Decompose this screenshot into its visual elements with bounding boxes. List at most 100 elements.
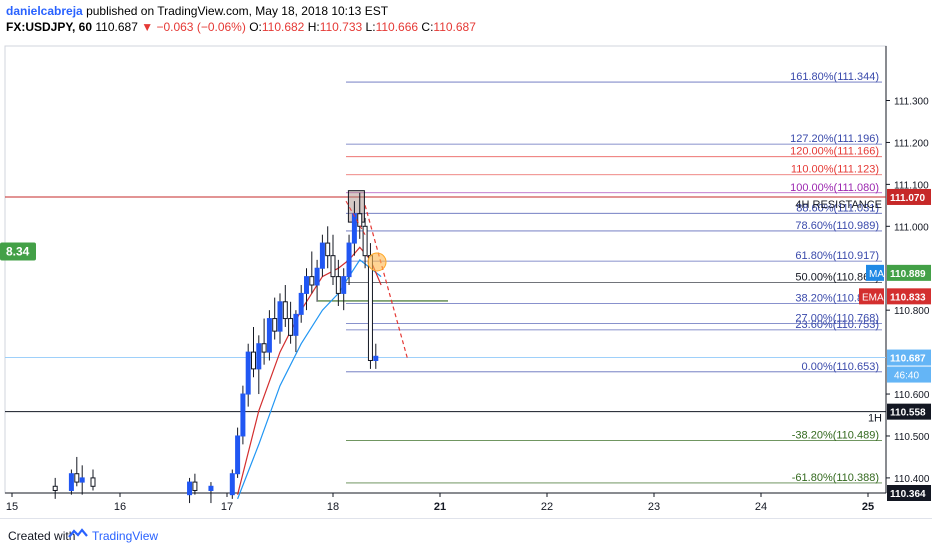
high-label: H:: [307, 20, 320, 34]
fib-level-label: 38.20%(110.816): [795, 292, 879, 304]
candle-body: [373, 355, 379, 361]
candle-body: [367, 255, 373, 361]
price-axis-label: [887, 403, 931, 420]
indicator-tag-text: MA: [869, 269, 884, 280]
left-price-badge: [0, 242, 36, 261]
candle-body: [330, 255, 336, 278]
tradingview-brand[interactable]: TradingView: [92, 529, 159, 543]
x-tick-label: 21: [434, 501, 446, 513]
price-axis-label: [887, 264, 931, 281]
fib-level-label: -61.80%(110.388): [792, 472, 879, 484]
price-axis-label-text: 110.833: [890, 292, 926, 303]
y-tick-label: 111.000: [894, 222, 929, 233]
y-tick-label: 111.300: [894, 97, 929, 108]
candle-body: [272, 318, 278, 332]
candle-body: [192, 481, 198, 491]
candle-body: [79, 477, 85, 483]
horizontal-line-label: 4H RESISTANCE: [795, 199, 882, 211]
fib-level-label: 120.00%(111.166): [790, 146, 879, 158]
candle-body: [325, 242, 331, 257]
candle-body: [235, 435, 241, 475]
fib-level-label: 110.00%(111.123): [791, 164, 879, 176]
y-tick-label: 111.100: [894, 180, 929, 191]
author-link[interactable]: danielcabreja: [6, 4, 83, 18]
candle-body: [335, 276, 341, 294]
low-value: 110.666: [375, 20, 419, 34]
candle-body: [261, 343, 267, 353]
indicator-tag-text: EMA: [862, 292, 884, 303]
candle-body: [74, 473, 80, 483]
candle-body: [251, 351, 256, 370]
candle-body: [282, 301, 288, 320]
price-axis-label: [887, 288, 931, 305]
candle-body: [240, 393, 246, 437]
y-tick-label: 111.200: [894, 138, 929, 149]
x-tick-label: 15: [6, 501, 18, 513]
candle-body: [256, 343, 262, 370]
publish-info: published on TradingView.com, May 18, 20…: [86, 4, 389, 18]
candle-body: [346, 242, 352, 278]
change-value: ▼ −0.063 (−0.06%): [141, 20, 246, 34]
y-tick-label: 110.600: [894, 390, 930, 401]
candle-body: [208, 485, 214, 491]
candle-body: [357, 213, 363, 227]
chart-header: danielcabreja published on TradingView.c…: [0, 0, 932, 46]
candle-body: [314, 267, 320, 286]
low-label: L:: [365, 20, 376, 34]
fib-level-label: 100.00%(111.080): [790, 182, 879, 194]
candle-body: [266, 318, 272, 353]
candle-body: [309, 276, 315, 286]
price-axis-label-text: 111.070: [890, 193, 925, 204]
candle-body: [293, 313, 299, 336]
price-axis-label: [887, 485, 931, 501]
x-tick-label: 24: [755, 501, 767, 513]
fib-level-label: 61.80%(110.917): [795, 250, 879, 262]
price-chart[interactable]: 15 16 17 18 21 22 23 24 25 111.300 111.200 111.100 1…: [0, 0, 932, 518]
fib-level-label: 88.60%(111.031): [796, 202, 879, 214]
countdown-label-text: 46:40: [894, 371, 919, 382]
price-axis-label-text: 110.889: [890, 269, 926, 280]
candle-body: [245, 351, 251, 395]
x-tick-label: 16: [114, 501, 126, 513]
footer: Created with TradingView: [0, 518, 932, 551]
indicator-tag: [859, 288, 884, 305]
indicator-tag: [866, 264, 884, 281]
y-tick-label: 110.500: [894, 432, 930, 443]
fib-level-label: 23.60%(110.753): [795, 319, 879, 331]
y-tick-label: 110.400: [894, 474, 930, 485]
horizontal-line-label: 1H: [868, 413, 882, 425]
close-value: 110.687: [433, 20, 476, 34]
x-tick-label: 18: [327, 501, 339, 513]
open-label: O:: [249, 20, 262, 34]
left-price-badge-text: 8.34: [6, 244, 30, 258]
plot-area: [4, 45, 887, 494]
candle-body: [304, 276, 309, 294]
price-axis-label-text: 110.687: [890, 354, 926, 365]
ohlc-line: FX:USDJPY, 60 110.687 ▼ −0.063 (−0.06%) …: [6, 20, 476, 34]
price-axis-label: [887, 188, 931, 205]
candle-body: [68, 473, 74, 491]
symbol-label[interactable]: FX:USDJPY, 60: [6, 20, 93, 34]
high-value: 110.733: [319, 20, 363, 34]
candle-body: [277, 301, 283, 332]
fib-level-label: 27.00%(110.768): [795, 313, 879, 325]
candle-body: [362, 225, 368, 257]
price-axis-label-text: 110.364: [890, 489, 926, 500]
candle-body: [298, 292, 304, 315]
orange-circle-marker: [367, 252, 387, 272]
created-with-label: Created with: [8, 529, 76, 543]
close-label: C:: [421, 20, 434, 34]
candle-body: [288, 318, 294, 336]
fib-level-label: 50.00%(110.866): [795, 271, 879, 283]
candle-body: [319, 242, 325, 269]
fib-level-label: 78.60%(110.989): [795, 220, 879, 232]
fib-level-label: 0.00%(110.653): [802, 361, 879, 373]
x-tick-label: 22: [541, 501, 553, 513]
candle-body: [90, 477, 96, 487]
publish-line: danielcabreja published on TradingView.c…: [6, 4, 388, 18]
candle-body: [187, 481, 193, 496]
x-tick-label: 23: [648, 501, 660, 513]
price-axis-label-text: 110.558: [890, 408, 926, 419]
open-value: 110.682: [261, 20, 305, 34]
fib-level-label: -38.20%(110.489): [792, 430, 879, 442]
